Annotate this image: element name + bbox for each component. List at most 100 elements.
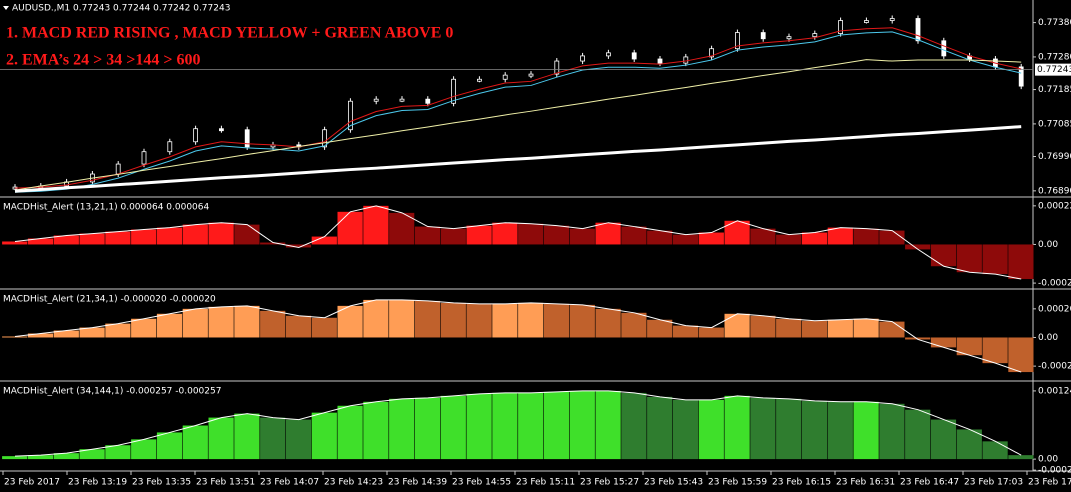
histogram-bar bbox=[930, 244, 957, 267]
candle bbox=[709, 48, 714, 58]
histogram-bar bbox=[879, 321, 905, 338]
histogram-bar bbox=[543, 225, 570, 245]
x-tick-label: 23 Feb 2017 bbox=[4, 478, 60, 488]
histogram-bar bbox=[311, 412, 337, 460]
ema-line bbox=[14, 27, 1022, 189]
candle bbox=[193, 128, 199, 143]
histogram-bar bbox=[595, 308, 621, 338]
menu-triangle[interactable] bbox=[3, 6, 9, 10]
histogram-bar bbox=[827, 227, 853, 245]
histogram-bar bbox=[1008, 337, 1034, 373]
histogram-bar bbox=[440, 302, 466, 338]
indicator-title: MACDHist_Alert (13,21,1) 0.000064 0.0000… bbox=[3, 203, 210, 213]
histogram-bar bbox=[621, 392, 647, 460]
histogram-bar bbox=[543, 303, 570, 338]
candle bbox=[838, 20, 843, 34]
x-tick-label: 23 Feb 15:59 bbox=[708, 478, 767, 488]
indicator-title: MACDHist_Alert (21,34,1) -0.000020 -0.00… bbox=[3, 295, 216, 305]
histogram-outline bbox=[14, 390, 1022, 457]
x-tick-label: 23 Feb 13:51 bbox=[196, 478, 255, 488]
x-tick-label: 23 Feb 13:35 bbox=[132, 478, 191, 488]
histogram-bar bbox=[621, 226, 647, 245]
histogram-bar bbox=[208, 222, 234, 245]
x-tick-label: 23 Feb 17:19 bbox=[1028, 478, 1071, 488]
histogram-bar bbox=[182, 425, 208, 460]
candle bbox=[528, 73, 534, 77]
histogram-bar bbox=[801, 400, 828, 460]
histogram-bar bbox=[466, 303, 492, 338]
histogram-bar bbox=[750, 315, 776, 338]
candle bbox=[812, 33, 818, 38]
histogram-bar bbox=[27, 238, 54, 245]
histogram-bar bbox=[492, 303, 518, 338]
x-tick-label: 23 Feb 16:15 bbox=[772, 478, 831, 488]
histogram-bar bbox=[234, 224, 260, 245]
ema-line bbox=[14, 31, 1022, 193]
x-tick-label: 23 Feb 14:55 bbox=[452, 478, 511, 488]
histogram-bar bbox=[827, 319, 853, 338]
histogram-bar bbox=[853, 318, 879, 338]
histogram-bar bbox=[389, 398, 415, 460]
y-tick-label: -0.00026 bbox=[1038, 362, 1071, 372]
histogram-bar bbox=[750, 397, 776, 460]
histogram-bar bbox=[27, 455, 54, 460]
x-tick-label: 23 Feb 15:11 bbox=[516, 478, 575, 488]
histogram-bar bbox=[285, 244, 312, 248]
histogram-bar bbox=[363, 299, 389, 338]
candle bbox=[167, 141, 173, 153]
candle bbox=[115, 163, 121, 175]
histogram-bar bbox=[827, 401, 853, 460]
candle bbox=[502, 74, 508, 80]
candle bbox=[657, 58, 663, 64]
histogram-bar bbox=[2, 456, 28, 460]
histogram-bar bbox=[956, 337, 982, 356]
y-tick-label: 0.77085 bbox=[1038, 119, 1071, 129]
histogram-bar bbox=[389, 299, 415, 338]
y-tick-label: 0.77185 bbox=[1038, 85, 1071, 95]
histogram-bar bbox=[131, 439, 157, 460]
histogram-bar bbox=[698, 399, 724, 460]
histogram-bar bbox=[905, 409, 931, 460]
histogram-bar bbox=[414, 300, 441, 338]
histogram-bar bbox=[79, 327, 105, 338]
histogram-bar bbox=[569, 304, 595, 338]
histogram-bar bbox=[801, 232, 828, 245]
histogram-bar bbox=[853, 228, 879, 245]
annotation: 1. MACD RED RISING , MACD YELLOW + GREEN… bbox=[6, 25, 453, 42]
histogram-bar bbox=[260, 242, 286, 245]
histogram-bar bbox=[698, 232, 724, 245]
histogram-bar bbox=[105, 231, 131, 245]
histogram-bar bbox=[440, 395, 466, 460]
histogram-bar bbox=[79, 449, 105, 460]
candle bbox=[476, 78, 482, 82]
histogram-bar bbox=[234, 413, 260, 460]
histogram-bar bbox=[672, 325, 699, 338]
x-tick-label: 23 Feb 16:31 bbox=[836, 478, 895, 488]
histogram-bar bbox=[389, 212, 415, 245]
candle bbox=[399, 98, 405, 102]
x-tick-label: 23 Feb 14:23 bbox=[324, 478, 383, 488]
histogram-bar bbox=[543, 391, 570, 460]
histogram-bar bbox=[492, 222, 518, 245]
histogram-bar bbox=[466, 225, 492, 245]
histogram-bar bbox=[750, 228, 776, 245]
histogram-bar bbox=[569, 228, 595, 245]
histogram-bar bbox=[801, 320, 828, 338]
candle bbox=[244, 129, 250, 148]
histogram-bar bbox=[208, 417, 234, 460]
y-tick-label: 0.76890 bbox=[1038, 186, 1071, 196]
candle bbox=[373, 98, 379, 102]
histogram-bar bbox=[1008, 455, 1034, 460]
last-price-box bbox=[1035, 63, 1071, 76]
histogram-bar bbox=[569, 390, 595, 460]
histogram-bar bbox=[724, 395, 750, 460]
histogram-bar bbox=[156, 313, 183, 338]
last-price-label: 0.77243 bbox=[1037, 65, 1071, 75]
y-tick-label: 0.00 bbox=[1038, 455, 1058, 465]
candle bbox=[786, 36, 792, 40]
histogram-bar bbox=[234, 305, 260, 338]
histogram-bar bbox=[414, 397, 441, 460]
